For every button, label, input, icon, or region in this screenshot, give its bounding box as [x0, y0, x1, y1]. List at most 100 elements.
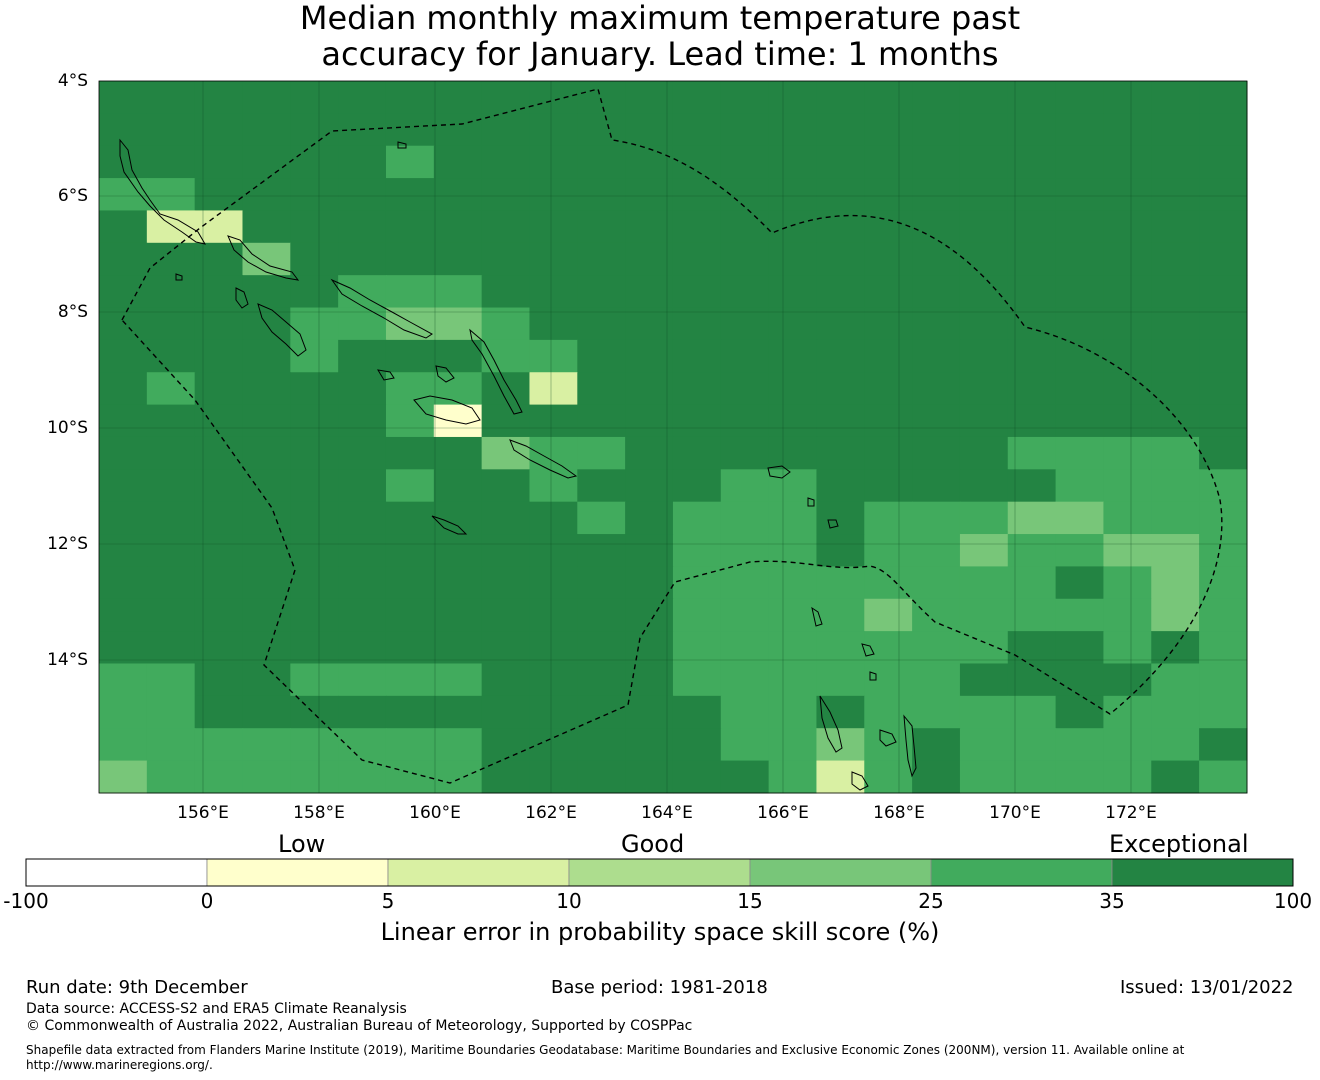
- skill-cell: [816, 210, 865, 244]
- shapefile-credit: Shapefile data extracted from Flanders M…: [26, 1043, 1185, 1072]
- skill-cell: [1103, 81, 1152, 114]
- skill-cell: [385, 663, 435, 697]
- skill-cell: [912, 210, 961, 244]
- skill-cell: [99, 210, 148, 244]
- skill-cell: [864, 339, 913, 373]
- skill-cell: [1103, 145, 1152, 179]
- skill-cell: [672, 598, 722, 632]
- skill-cell: [768, 404, 818, 438]
- skill-cell: [290, 695, 339, 729]
- skill-cell: [529, 372, 578, 406]
- skill-cell: [385, 436, 435, 470]
- skill-cell: [146, 242, 196, 276]
- skill-cell: [816, 242, 865, 276]
- skill-cell: [959, 534, 1009, 567]
- skill-cell: [290, 339, 339, 373]
- skill-cell: [481, 307, 531, 341]
- skill-cell: [959, 81, 1009, 114]
- skill-cell: [290, 501, 339, 535]
- skill-cell: [816, 339, 865, 373]
- skill-cell: [816, 372, 865, 406]
- skill-cell: [1151, 469, 1200, 503]
- colorbar-tick: 35: [1099, 889, 1125, 913]
- run-date: Run date: 9th December: [26, 977, 248, 998]
- skill-cell: [912, 566, 961, 600]
- skill-cell: [768, 728, 818, 762]
- skill-cell: [99, 113, 148, 147]
- skill-cell: [194, 178, 244, 212]
- skill-cell: [577, 534, 626, 567]
- skill-cell: [146, 113, 196, 147]
- skill-cell: [625, 501, 674, 535]
- skill-cell: [959, 631, 1009, 665]
- skill-cell: [194, 695, 244, 729]
- skill-cell: [912, 113, 961, 147]
- skill-cell: [768, 760, 818, 794]
- skill-cell: [194, 760, 244, 794]
- skill-cell: [1199, 404, 1248, 438]
- skill-cell: [433, 760, 483, 794]
- skill-cell: [864, 631, 913, 665]
- skill-cell: [720, 145, 770, 179]
- skill-cell: [433, 113, 483, 147]
- skill-cell: [385, 534, 435, 567]
- skill-cell: [816, 404, 865, 438]
- skill-cell: [194, 566, 244, 600]
- skill-cell: [385, 178, 435, 212]
- skill-cell: [959, 663, 1009, 697]
- skill-cell: [864, 566, 913, 600]
- chart-title-line1: Median monthly maximum temperature past: [299, 0, 1021, 37]
- skill-cell: [672, 501, 722, 535]
- skill-cell: [768, 113, 818, 147]
- skill-cell: [194, 501, 244, 535]
- skill-cell: [959, 598, 1009, 632]
- skill-cell: [242, 178, 291, 212]
- skill-cell: [1007, 307, 1057, 341]
- skill-cell: [1055, 81, 1105, 114]
- skill-cell: [529, 631, 578, 665]
- skill-cell: [338, 275, 387, 309]
- skill-cell: [1007, 663, 1057, 697]
- skill-cell: [194, 598, 244, 632]
- skill-cell: [720, 372, 770, 406]
- skill-cell: [768, 275, 818, 309]
- skill-cell: [242, 275, 291, 309]
- skill-cell: [1103, 436, 1152, 470]
- skill-cell: [529, 760, 578, 794]
- skill-cell: [1055, 663, 1105, 697]
- skill-cell: [529, 339, 578, 373]
- skill-cell: [577, 566, 626, 600]
- colorbar: [25, 858, 1294, 887]
- skill-cell: [99, 81, 148, 114]
- colorbar-segment: [387, 858, 570, 887]
- skill-cell: [242, 81, 291, 114]
- skill-cell: [1007, 436, 1057, 470]
- skill-cell: [672, 436, 722, 470]
- skill-cell: [481, 113, 531, 147]
- skill-cell: [433, 728, 483, 762]
- skill-cell: [433, 404, 483, 438]
- lon-label-166e: 166°E: [757, 803, 809, 823]
- skill-cell: [1007, 404, 1057, 438]
- skill-cell: [290, 372, 339, 406]
- colorbar-tick: -100: [3, 889, 49, 913]
- skill-cell: [481, 436, 531, 470]
- skill-cell: [625, 210, 674, 244]
- skill-cell: [864, 81, 913, 114]
- skill-cell: [433, 307, 483, 341]
- skill-cell: [720, 436, 770, 470]
- skill-cell: [529, 534, 578, 567]
- skill-grid: [99, 81, 1248, 794]
- skill-cell: [1103, 663, 1152, 697]
- skill-cell: [242, 598, 291, 632]
- skill-cell: [577, 339, 626, 373]
- skill-cell: [959, 728, 1009, 762]
- skill-cell: [194, 436, 244, 470]
- map-frame: [98, 80, 1248, 794]
- skill-cell: [959, 210, 1009, 244]
- skill-cell: [1151, 501, 1200, 535]
- skill-cell: [959, 339, 1009, 373]
- island-outline: [330, 278, 433, 339]
- skill-cell: [577, 178, 626, 212]
- skill-cell: [338, 695, 387, 729]
